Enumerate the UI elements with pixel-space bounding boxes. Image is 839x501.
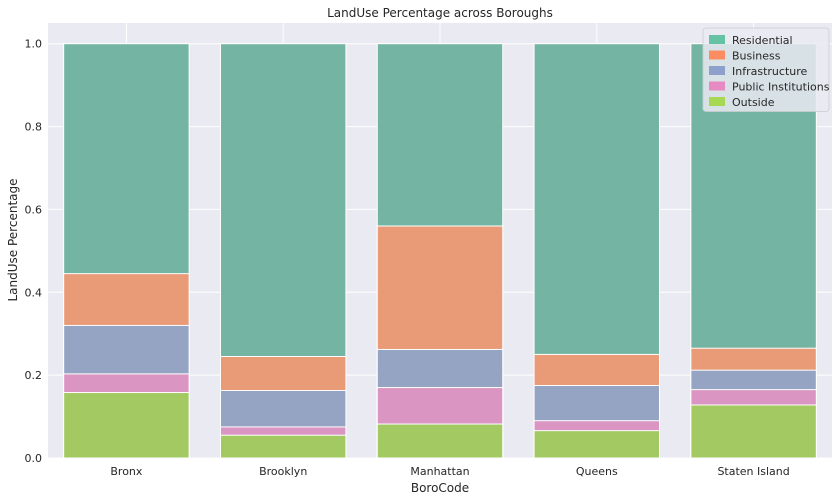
legend-label: Outside (732, 96, 775, 109)
y-axis-label: LandUse Percentage (6, 179, 20, 302)
y-tick-label: 0.8 (25, 121, 43, 134)
legend-label: Infrastructure (732, 65, 808, 78)
x-axis-ticks: Bronx Brooklyn Manhattan Queens Staten Islan… (110, 465, 789, 478)
legend-label: Public Institutions (732, 81, 830, 94)
legend-swatch (709, 97, 725, 106)
legend: Residential Business Infrastructure Public … (702, 27, 830, 112)
legend-swatch (709, 35, 725, 44)
y-tick-label: 1.0 (25, 38, 43, 51)
legend-label: Residential (732, 34, 793, 47)
legend-swatch (709, 50, 725, 60)
chart-title: LandUse Percentage across Boroughs (327, 6, 553, 20)
bar-outside-queens (533, 430, 661, 459)
x-tick-label: Staten Island (717, 465, 789, 478)
legend-swatch (709, 66, 725, 75)
legend-swatch (709, 81, 725, 91)
bar-outside-staten-island (690, 404, 817, 459)
x-tick-label: Manhattan (410, 465, 469, 478)
legend-box (702, 27, 830, 112)
bar-outside-bronx (63, 392, 190, 459)
y-axis-ticks: 0.0 0.2 0.4 0.6 0.8 1.0 (25, 38, 43, 465)
x-tick-label: Bronx (110, 465, 143, 478)
bars (63, 43, 817, 459)
y-tick-label: 0.0 (25, 452, 43, 465)
y-tick-label: 0.2 (25, 369, 43, 382)
x-axis-label: BoroCode (411, 481, 469, 495)
x-tick-label: Brooklyn (259, 465, 307, 478)
bar-outside-manhattan (376, 423, 504, 459)
y-tick-label: 0.6 (25, 203, 43, 216)
legend-label: Business (732, 50, 781, 63)
bar-outside-brooklyn (219, 434, 347, 459)
y-tick-label: 0.4 (25, 286, 43, 299)
x-tick-label: Queens (576, 465, 618, 478)
